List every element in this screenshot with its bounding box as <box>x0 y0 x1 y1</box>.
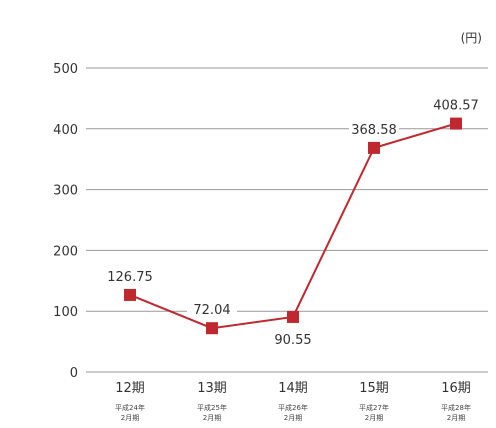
data-point-marker <box>368 141 380 154</box>
data-labels: 126.75 72.04 90.55 368.58 408.57 <box>105 96 481 348</box>
x-tick-sublabel-period: 2月期 <box>203 414 221 422</box>
data-label-background <box>268 330 318 347</box>
data-label: 90.55 <box>274 333 311 348</box>
data-label: 72.04 <box>193 303 230 318</box>
data-label: 408.57 <box>433 99 479 114</box>
x-tick-sublabel-year: 平成24年 <box>115 403 145 412</box>
x-tick-label: 15期 <box>359 381 389 396</box>
series-line <box>129 122 457 330</box>
data-label-background <box>349 120 399 137</box>
series-line-layer <box>129 122 457 330</box>
data-label-background <box>187 301 237 318</box>
y-tick-label: 400 <box>53 123 78 138</box>
y-tick-label: 300 <box>53 184 78 199</box>
gridlines <box>86 67 488 373</box>
x-tick-sublabel-year: 平成28年 <box>441 403 471 412</box>
data-point-marker <box>287 310 299 323</box>
x-tick-label: 16期 <box>441 381 471 396</box>
x-tick-sublabel-year: 平成26年 <box>278 403 308 412</box>
x-tick-label: 14期 <box>278 381 308 396</box>
data-label-background <box>105 267 155 284</box>
data-point-marker <box>124 288 136 301</box>
x-tick-sublabel-year: 平成27年 <box>359 403 389 412</box>
y-tick-label: 100 <box>53 305 78 320</box>
series-markers <box>124 117 462 335</box>
data-label: 368.58 <box>351 123 397 138</box>
y-tick-label: 200 <box>53 244 78 259</box>
unit-label: (円) <box>461 31 482 45</box>
x-tick-sublabel-period: 2月期 <box>284 414 302 422</box>
data-label: 126.75 <box>107 270 153 285</box>
data-label-background <box>431 96 481 113</box>
data-point-marker <box>206 322 218 335</box>
data-point-marker <box>450 117 462 130</box>
x-tick-sublabel-year: 平成25年 <box>197 403 227 412</box>
x-tick-sublabel-period: 2月期 <box>365 414 383 422</box>
x-tick-label: 12期 <box>115 381 145 396</box>
y-axis: 0 100 200 300 400 500 <box>53 62 78 381</box>
x-tick-sublabel-period: 2月期 <box>121 414 139 422</box>
x-tick-sublabel-period: 2月期 <box>447 414 465 422</box>
y-tick-label: 0 <box>70 366 78 381</box>
x-tick-label: 13期 <box>197 381 227 396</box>
y-tick-label: 500 <box>53 62 78 77</box>
